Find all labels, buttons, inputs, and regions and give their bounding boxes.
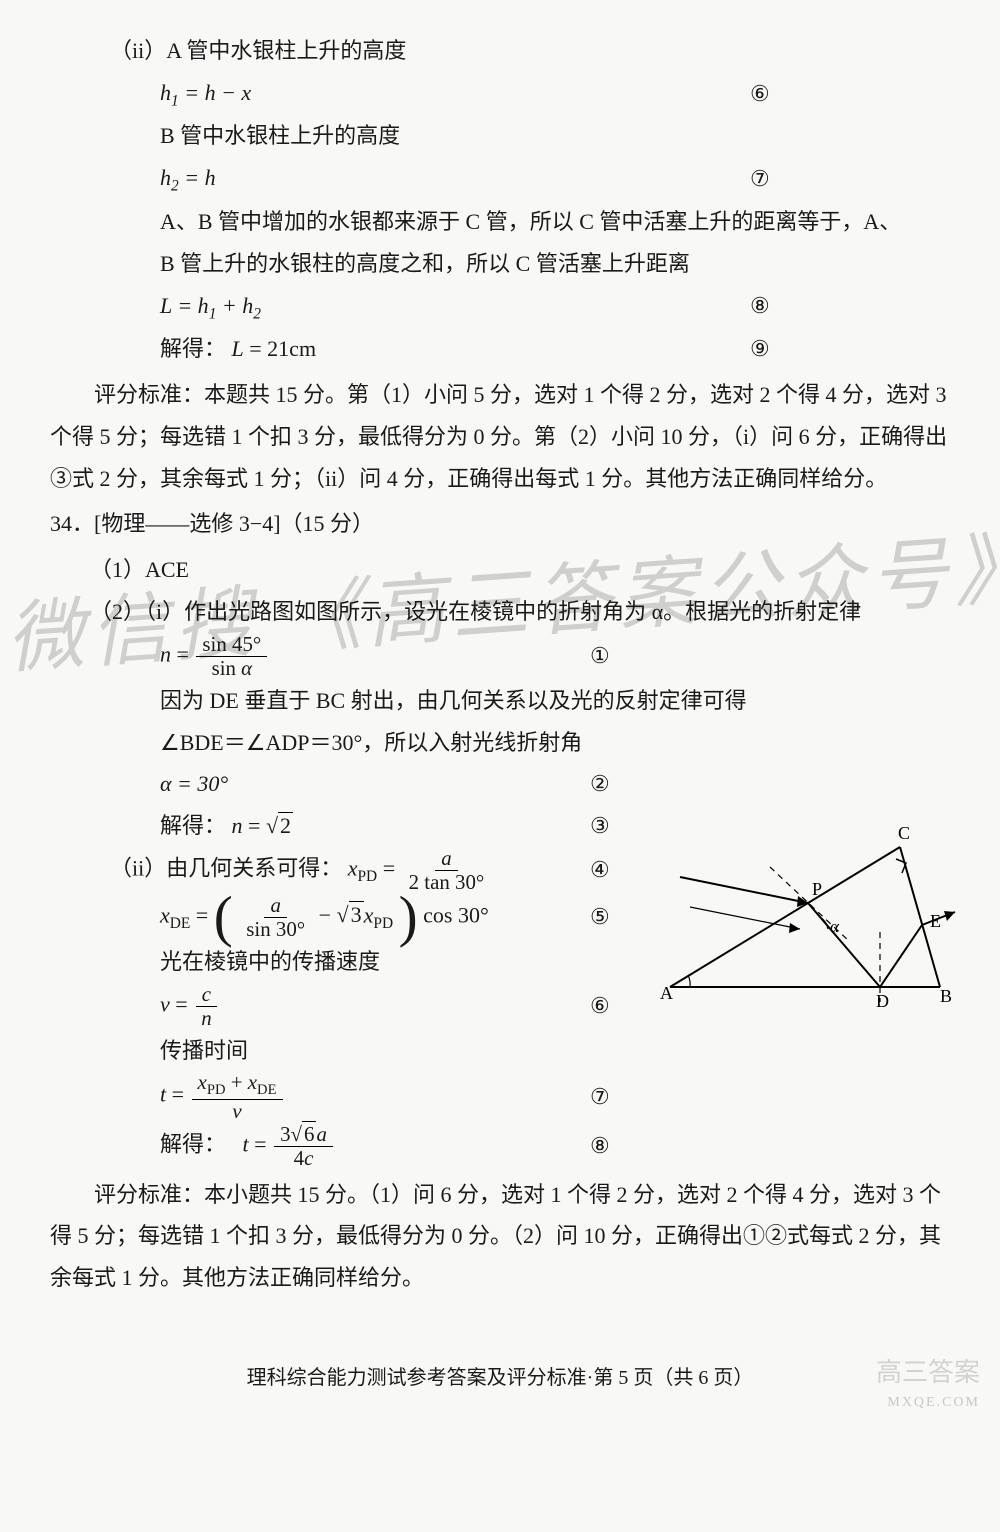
marker-8: ⑧ [750,285,950,327]
document-body: （ii）A 管中水银柱上升的高度 h1 = h − x ⑥ B 管中水银柱上升的… [50,30,950,1397]
label-alpha: α [830,917,840,936]
q34-p2ii: （ii）由几何关系可得： xPD = a 2 tan 30° [110,847,492,894]
label-D: D [876,991,889,1011]
sqrt-val: 2 [278,812,293,838]
solve-prefix: 解得： [160,336,226,361]
eq5-num: a [264,894,286,918]
q34-eq7: t = xPD + xDE v [160,1071,285,1122]
q34-p1: （1）ACE [50,549,950,591]
q34-eq5: xDE = ( a sin 30° − 3xPD ) cos 30° [160,894,489,941]
eq5-minus: − [319,902,337,927]
marker-1: ① [590,635,950,677]
marker-7b: ⑦ [590,1076,950,1118]
q33-eq8: L = h1 + h2 [160,285,261,329]
page-footer: 理科综合能力测试参考答案及评分标准·第 5 页（共 6 页） [50,1359,950,1397]
eq6-den: n [195,1007,217,1030]
q33-eq6: h1 = h − x [160,72,251,116]
q34-p2i: （2）（i）作出光路图如图所示，设光在棱镜中的折射角为 α。根据光的折射定律 [50,591,950,633]
q34-eq8: 解得： t = 36a 4c [160,1123,335,1170]
eq5-cos: cos 30° [423,902,489,927]
eq7-den: v [226,1100,247,1123]
solve-prefix-2: 解得： [160,813,226,838]
q34-angle-line: ∠BDE＝∠ADP＝30°，所以入射光线折射角 [50,722,950,764]
q33-b-label: B 管中水银柱上升的高度 [50,115,950,157]
q34-time-label: 传播时间 [50,1030,950,1072]
eq6-num: c [196,983,217,1007]
marker-2: ② [590,763,950,805]
solve-prefix-3: 解得： [160,1131,237,1156]
marker-9: ⑨ [750,328,950,370]
marker-7: ⑦ [750,158,950,200]
marker-6: ⑥ [750,73,950,115]
q34-eq1: n = sin 45° sin α [160,633,269,680]
eq4-den: 2 tan 30° [403,871,491,894]
eq8-a: a [316,1122,326,1146]
q34-eq6: v = c n [160,983,220,1030]
label-A: A [660,983,673,1003]
q33-explain-1: A、B 管中增加的水银都来源于 C 管，所以 C 管中活塞上升的距离等于，A、 [50,201,950,243]
q34-de-line: 因为 DE 垂直于 BC 射出，由几何关系以及光的反射定律可得 [50,680,950,722]
p2ii-prefix: （ii）由几何关系可得： [110,855,342,880]
q34-rubric: 评分标准：本小题共 15 分。（1）问 6 分，选对 1 个得 2 分，选对 2… [50,1174,950,1299]
label-C: C [898,823,910,843]
eq1-num: sin 45° [196,633,267,657]
q34-header: 34．[物理——选修 3−4]（15 分） [50,503,950,545]
q34-eq3: 解得： n = 2 [160,805,293,847]
eq5-sqrt: 3 [349,901,364,927]
q33-eq7: h2 = h [160,157,216,201]
q34-eq2: α = 30° [160,763,228,805]
eq8-coef: 3 [280,1122,290,1146]
eq8-sqrt: 6 [302,1121,316,1146]
eq5-den: sin 30° [240,918,311,941]
q33-ii-label: （ii）A 管中水银柱上升的高度 [50,30,950,72]
label-B: B [940,986,952,1006]
marker-8b: ⑧ [590,1125,950,1167]
q33-eq9: 解得： L = 21cm [160,328,316,370]
label-E: E [930,911,941,931]
q33-explain-2: B 管上升的水银柱的高度之和，所以 C 管活塞上升距离 [50,243,950,285]
label-P: P [812,879,822,899]
prism-diagram: A B C D E P α [640,817,960,1017]
eq4-num: a [435,847,457,871]
q33-rubric: 评分标准：本题共 15 分。第（1）小问 5 分，选对 1 个得 2 分，选对 … [50,374,950,499]
